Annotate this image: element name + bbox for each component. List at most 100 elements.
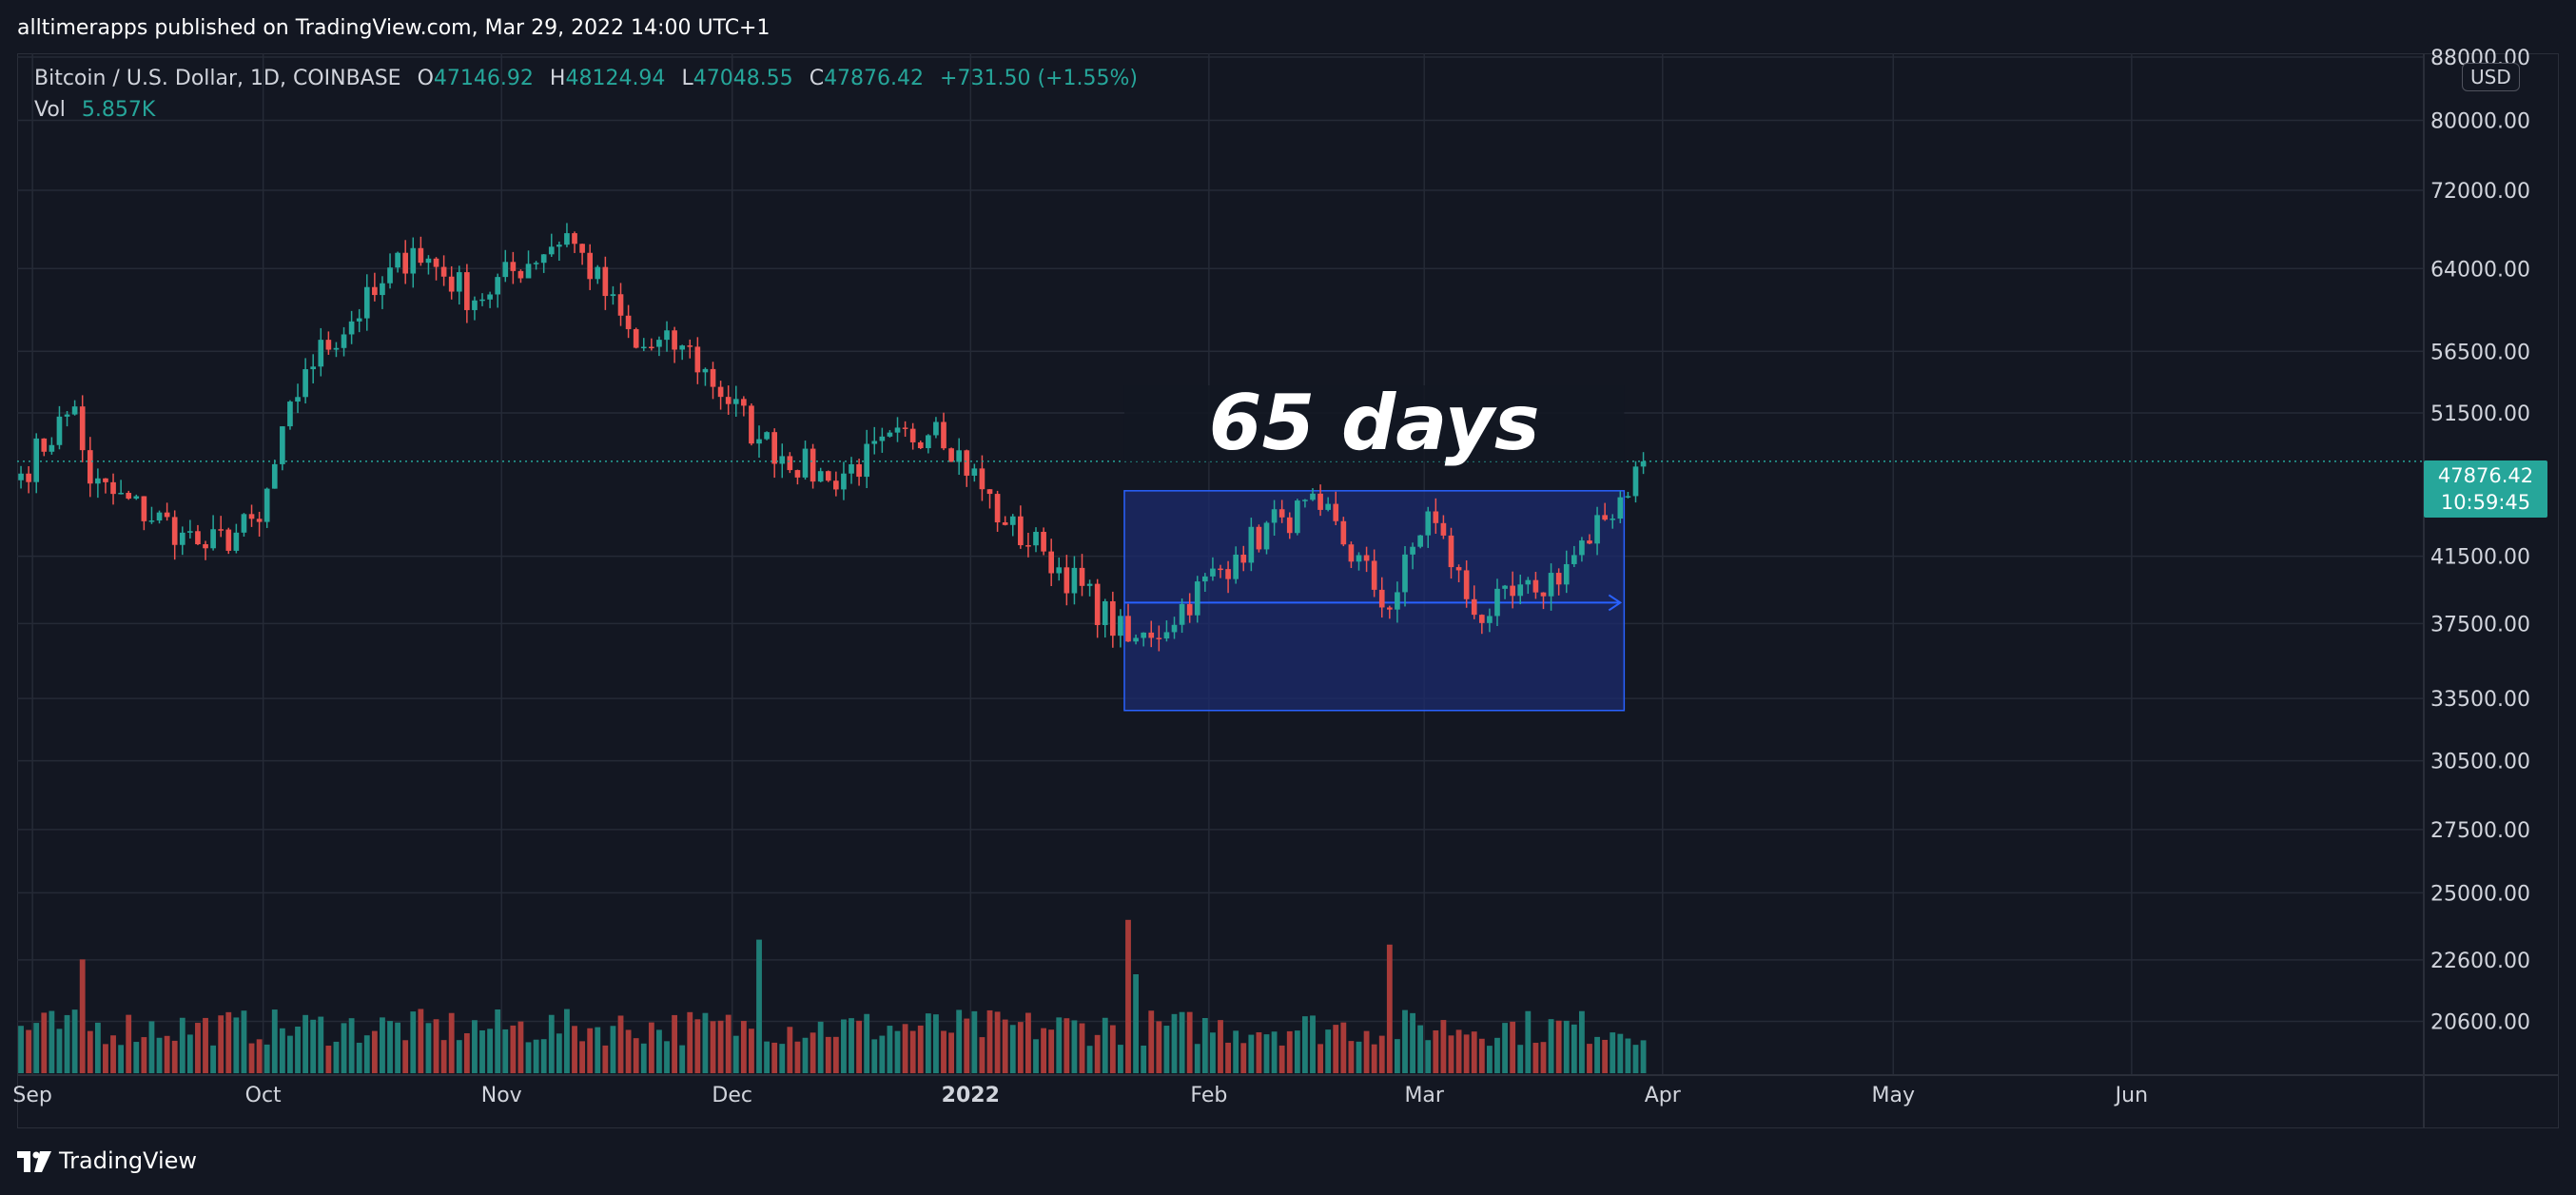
legend-close-label: C — [809, 67, 825, 90]
time-tick-label: Feb — [1190, 1084, 1227, 1107]
volume-bar — [779, 1044, 786, 1073]
candle-body — [141, 496, 147, 521]
candle-body — [810, 448, 816, 482]
volume-bar — [1148, 1010, 1155, 1073]
volume-bar — [1632, 1045, 1639, 1073]
candle-body — [1218, 568, 1223, 571]
candle-body — [517, 270, 524, 279]
volume-bar — [864, 1013, 870, 1073]
candle-body — [56, 416, 63, 445]
volume-bar — [1640, 1040, 1647, 1073]
candle-body — [879, 436, 886, 441]
volume-bar — [1410, 1012, 1415, 1073]
volume-bar — [1433, 1029, 1439, 1073]
volume-bar — [540, 1039, 547, 1073]
candle-body — [41, 438, 48, 452]
volume-bar — [425, 1023, 432, 1073]
volume-bar — [825, 1036, 831, 1073]
candle-body — [1455, 567, 1462, 571]
candle-body — [548, 246, 555, 255]
volume-bar — [433, 1019, 439, 1073]
candle-body — [248, 514, 255, 519]
volume-bar — [1494, 1037, 1500, 1073]
candle-body — [395, 252, 400, 268]
candle-body — [310, 366, 317, 370]
candle-body — [433, 258, 439, 267]
candle-body — [595, 266, 601, 280]
volume-bar — [1163, 1026, 1170, 1073]
candle-body — [372, 286, 378, 296]
candle-body — [1133, 637, 1139, 642]
candle-body — [702, 368, 709, 373]
candle-body — [1179, 603, 1185, 625]
candle-body — [1579, 540, 1585, 556]
legend-high-label: H — [549, 67, 566, 90]
candle-body — [1271, 509, 1278, 523]
volume-bar — [694, 1019, 701, 1073]
volume-bar — [1471, 1031, 1477, 1073]
volume-bar — [325, 1046, 332, 1073]
candle-body — [825, 471, 831, 481]
volume-bar — [1064, 1018, 1070, 1073]
volume-bar — [1233, 1030, 1239, 1073]
volume-bar — [1563, 1020, 1570, 1073]
candle-body — [732, 399, 739, 404]
candle-body — [472, 300, 478, 310]
volume-bar — [103, 1044, 108, 1073]
candle-body — [802, 448, 809, 478]
volume-bar — [1356, 1041, 1362, 1073]
candle-body — [325, 340, 332, 350]
candle-body — [387, 267, 393, 284]
volume-bar — [1201, 1017, 1208, 1073]
volume-bar — [218, 1015, 224, 1073]
candle-body — [1471, 598, 1477, 616]
volume-bar — [1094, 1034, 1101, 1073]
volume-bar — [118, 1045, 125, 1073]
candle-body — [1632, 466, 1639, 497]
time-tick-label: 2022 — [942, 1084, 1000, 1107]
candle-body — [187, 531, 193, 533]
currency-badge[interactable]: USD — [2462, 63, 2520, 91]
candle-body — [1433, 511, 1439, 523]
volume-bar — [948, 1032, 955, 1073]
volume-bar — [1025, 1012, 1031, 1073]
volume-bar — [371, 1030, 378, 1073]
candle-body — [418, 247, 424, 264]
volume-bar — [1440, 1020, 1447, 1073]
volume-bar — [1310, 1015, 1316, 1073]
price-tick-label: 72000.00 — [2430, 180, 2530, 204]
candle-body — [856, 463, 862, 478]
candle-body — [156, 512, 163, 521]
volume-bar — [1109, 1025, 1116, 1073]
candle-body — [1532, 579, 1539, 593]
volume-bar — [725, 1014, 732, 1073]
candle-body — [941, 421, 946, 449]
volume-bar — [225, 1011, 232, 1073]
candle-body — [295, 397, 301, 402]
volume-bar — [295, 1026, 301, 1073]
volume-bar — [832, 1036, 839, 1073]
volume-bar — [1002, 1019, 1008, 1073]
legend-vol-label[interactable]: Vol — [34, 98, 66, 122]
candle-body — [1295, 500, 1300, 534]
volume-bar — [1009, 1025, 1016, 1073]
legend-low: 47048.55 — [693, 67, 793, 90]
candle-body — [1048, 551, 1055, 574]
candle-body — [1540, 592, 1547, 597]
volume-bar — [956, 1009, 963, 1073]
volume-bar — [387, 1021, 393, 1073]
legend-symbol[interactable]: Bitcoin / U.S. Dollar, 1D, COINBASE — [34, 67, 401, 90]
time-tick-label: Apr — [1645, 1084, 1682, 1107]
candle-body — [1333, 503, 1339, 521]
volume-bar — [849, 1018, 854, 1073]
candle-body — [1640, 460, 1647, 467]
volume-bar — [925, 1013, 931, 1073]
candle-body — [1148, 632, 1155, 638]
candle-body — [948, 448, 954, 462]
footer-brand[interactable]: TradingView — [17, 1142, 197, 1180]
volume-bar — [1133, 974, 1139, 1073]
volume-bar — [287, 1035, 293, 1073]
volume-bar — [1286, 1030, 1293, 1073]
date-range-arrow-head-icon — [1608, 594, 1623, 612]
